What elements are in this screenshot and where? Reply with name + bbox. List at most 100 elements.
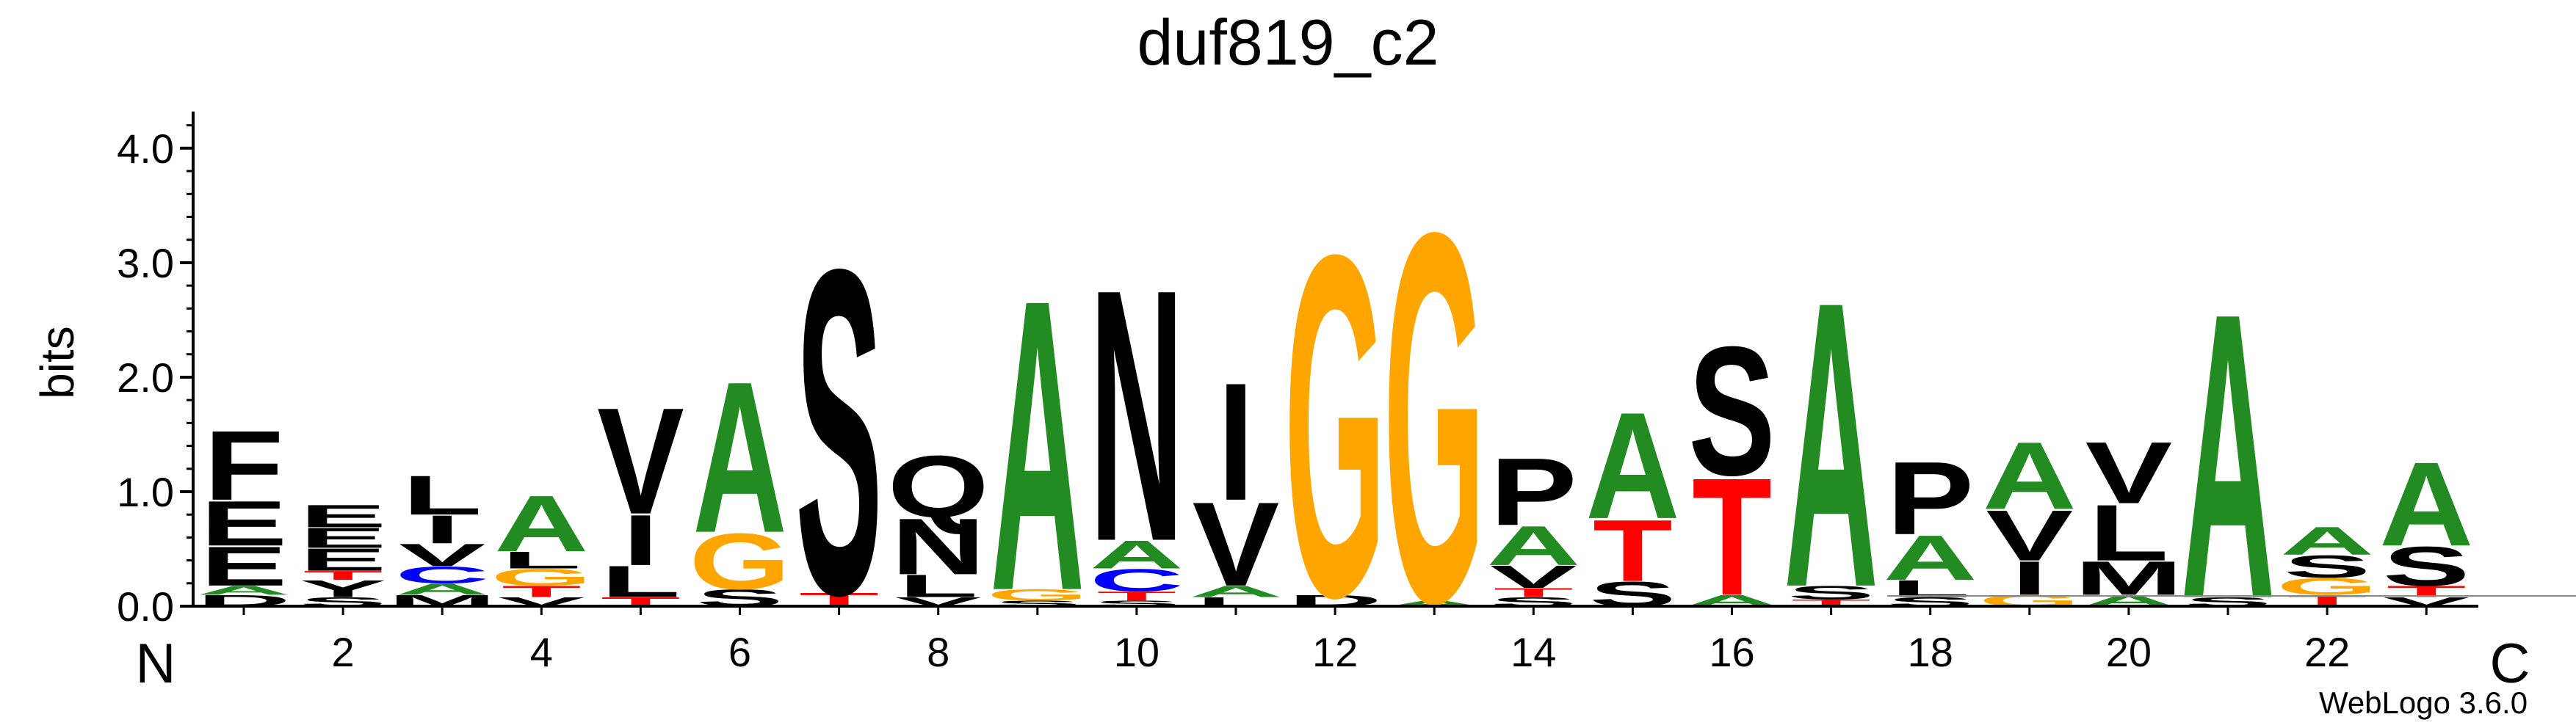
logo-letter-L: L [402, 464, 482, 526]
logo-column-13: AG [1383, 123, 1485, 712]
logo-letter-L: L [2089, 489, 2169, 578]
logo-letter-E: E [200, 535, 288, 597]
logo-letter-A: A [1884, 522, 1978, 594]
logo-column-7: TS [795, 174, 883, 691]
logo-letter-I: I [424, 507, 460, 552]
logo-letter-I: I [1218, 349, 1253, 536]
x-tick-label: 6 [728, 629, 751, 675]
x-axis-ticks: 2 4 6 8 10 12 14 16 18 20 22 [242, 606, 2428, 675]
logo-letter-A: A [1189, 583, 1283, 600]
logo-letter-S: S [795, 174, 883, 691]
logo-letter-P: P [1886, 441, 1974, 557]
logo-letter-E: E [300, 542, 387, 578]
logo-letter-A: A [1585, 380, 1679, 550]
logo-letter-V: V [597, 376, 684, 546]
logo-letter-L: L [898, 568, 978, 603]
logo-letter-A: A [494, 480, 588, 569]
x-tick-label: 14 [1510, 629, 1556, 675]
logo-letter-L: L [502, 547, 582, 574]
logo-letter-A: A [692, 336, 786, 578]
y-tick-label: 1.0 [117, 469, 174, 515]
x-tick-label: 20 [2106, 629, 2152, 675]
x-tick-label: 12 [1312, 629, 1358, 675]
logo-letter-F: F [204, 410, 284, 521]
logo-letter-A: A [1784, 218, 1878, 673]
logo-letter-S: S [2284, 549, 2371, 584]
logo-letter-Y: Y [300, 575, 387, 603]
logo-letter-V: V [399, 537, 486, 572]
logo-letter-A: A [1090, 532, 1184, 577]
logo-letter-A: A [2280, 518, 2374, 563]
x-tick-label: 4 [530, 629, 553, 675]
logo-letter-A: A [2379, 437, 2473, 572]
logo-letter-S: S [2383, 535, 2470, 597]
logo-column-16: ATS [1685, 309, 1779, 631]
y-axis-label: bits [31, 326, 84, 399]
y-axis-ticks: 0.0 1.0 2.0 3.0 4.0 [117, 124, 193, 630]
n-terminus-label: N [136, 633, 176, 695]
logo-column-12: DG [1284, 155, 1386, 699]
logo-letter-T: T [1593, 502, 1673, 600]
logo-letter-A: A [395, 580, 489, 598]
logo-letter-C: C [395, 561, 489, 589]
logo-letter-V: V [2085, 424, 2173, 523]
logo-letter-S: S [1688, 309, 1776, 514]
c-terminus-label: C [2490, 633, 2530, 695]
logo-letter-V: V [1986, 495, 2074, 575]
logo-letter-T: T [303, 568, 383, 582]
x-tick-label: 2 [332, 629, 355, 675]
logo-letter-L: L [601, 557, 681, 607]
x-tick-label: 18 [1908, 629, 1953, 675]
logo-letter-T: T [1692, 444, 1772, 631]
logo-column-17: TSA [1784, 218, 1878, 673]
logo-letter-T: T [502, 583, 582, 600]
logo-letter-G: G [689, 517, 790, 606]
logo-letter-N: N [1090, 215, 1184, 617]
logo-letter-G: G [1383, 123, 1485, 712]
logo-letter-A: A [2181, 229, 2275, 684]
logo-letter-I: I [623, 500, 659, 580]
logo-letter-P: P [1490, 439, 1577, 546]
y-tick-label: 4.0 [117, 125, 174, 172]
logo-letter-V: V [1490, 559, 1577, 594]
y-tick-label: 0.0 [117, 583, 174, 630]
logo-letter-L: L [1890, 575, 1970, 603]
y-tick-label: 3.0 [117, 240, 174, 286]
logo-letter-Q: Q [888, 438, 989, 536]
logo-column-21: SA [2181, 229, 2275, 684]
logo-letter-S: S [1787, 582, 1875, 603]
logo-letter-G: G [491, 564, 592, 592]
x-tick-label: 22 [2304, 629, 2350, 675]
logo-column-6: SGA [689, 336, 790, 611]
logo-letter-T: T [1097, 589, 1177, 603]
logo-letter-V: V [1193, 478, 1280, 612]
x-tick-label: 16 [1709, 629, 1754, 675]
logo-letter-E: E [300, 498, 387, 534]
logo-letter-T: T [2387, 583, 2467, 600]
logo-letter-G: G [987, 586, 1088, 603]
chart-title: duf819_c2 [1137, 6, 1439, 79]
logo-letter-A: A [1983, 423, 2077, 530]
weblogo-credit: WebLogo 3.6.0 [2319, 685, 2528, 720]
logo-letter-A: A [1486, 514, 1580, 577]
logo-letter-E: E [300, 522, 387, 554]
logo-letter-N: N [891, 503, 985, 592]
y-tick-label: 2.0 [117, 354, 174, 401]
logo-letter-A: A [991, 213, 1085, 677]
logo-letter-T: T [1494, 586, 1574, 600]
logo-letter-G: G [1284, 155, 1386, 699]
